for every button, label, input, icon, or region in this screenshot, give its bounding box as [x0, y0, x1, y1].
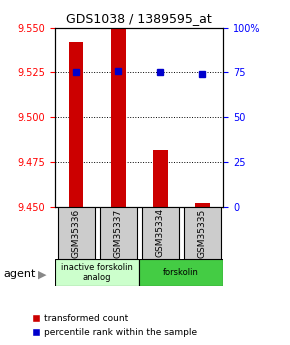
Bar: [184, 207, 221, 259]
Bar: [195, 204, 210, 207]
Title: GDS1038 / 1389595_at: GDS1038 / 1389595_at: [66, 12, 212, 25]
Text: GSM35335: GSM35335: [198, 208, 207, 257]
Text: ▶: ▶: [38, 269, 46, 279]
Bar: [111, 26, 126, 207]
Bar: [55, 259, 139, 286]
Bar: [139, 259, 223, 286]
Text: GSM35336: GSM35336: [72, 208, 81, 257]
Text: GSM35337: GSM35337: [114, 208, 123, 257]
Legend: transformed count, percentile rank within the sample: transformed count, percentile rank withi…: [28, 311, 201, 341]
Bar: [153, 150, 168, 207]
Bar: [142, 207, 179, 259]
Bar: [58, 207, 95, 259]
Text: inactive forskolin
analog: inactive forskolin analog: [61, 263, 133, 282]
Text: GSM35334: GSM35334: [156, 208, 165, 257]
Text: agent: agent: [3, 269, 35, 279]
Bar: [100, 207, 137, 259]
Text: forskolin: forskolin: [163, 268, 199, 277]
Bar: [69, 42, 84, 207]
